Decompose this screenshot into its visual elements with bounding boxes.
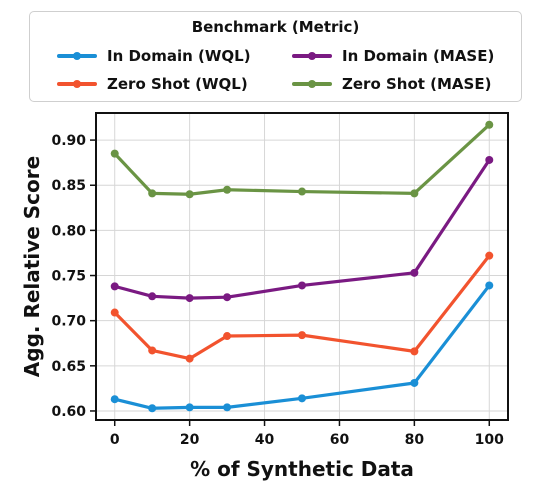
legend-marker (308, 52, 316, 60)
legend-swatch (292, 45, 332, 67)
series-in-domain-mase (110, 155, 494, 303)
data-point (485, 251, 494, 260)
plot-area (95, 112, 509, 421)
legend-item-zero-shot-mase: Zero Shot (MASE) (292, 73, 491, 95)
data-point (485, 281, 494, 290)
legend: Benchmark (Metric) In Domain (WQL) In Do… (29, 11, 522, 102)
legend-label: Zero Shot (WQL) (107, 75, 248, 93)
x-tick-label: 0 (110, 432, 120, 448)
x-tick-label: 100 (475, 432, 504, 448)
y-axis-ticks: 0.60 0.65 0.70 0.75 0.80 0.85 0.90 (51, 133, 96, 420)
y-tick-label: 0.80 (51, 223, 86, 239)
legend-title: Benchmark (Metric) (191, 18, 360, 36)
data-point (223, 185, 232, 194)
y-axis-label: Agg. Relative Score (20, 156, 44, 377)
data-point (110, 308, 119, 317)
data-point (148, 189, 157, 198)
data-point (298, 331, 306, 340)
legend-label: In Domain (MASE) (342, 47, 495, 65)
y-tick-label: 0.70 (51, 314, 86, 330)
data-point (148, 292, 157, 301)
y-tick-label: 0.75 (51, 269, 86, 285)
series-zero-shot-wql (110, 251, 494, 363)
data-point (148, 404, 157, 413)
y-tick-label: 0.60 (51, 404, 86, 420)
legend-swatch (57, 45, 97, 67)
legend-item-in-domain-wql: In Domain (WQL) (57, 45, 251, 67)
y-tick-label: 0.90 (51, 133, 86, 149)
data-point (185, 190, 194, 199)
x-tick-label: 40 (255, 432, 275, 448)
legend-marker (73, 80, 81, 88)
x-axis-ticks: 0 20 40 60 80 100 (110, 420, 504, 448)
data-point (485, 155, 494, 164)
data-point (298, 394, 306, 403)
data-point (110, 282, 119, 291)
legend-swatch (57, 73, 97, 95)
data-point (298, 281, 306, 290)
legend-item-zero-shot-wql: Zero Shot (WQL) (57, 73, 248, 95)
legend-label: In Domain (WQL) (107, 47, 251, 65)
data-point (410, 189, 419, 198)
data-point (223, 293, 232, 302)
data-point (148, 346, 157, 355)
grid-lines (96, 113, 508, 420)
legend-label: Zero Shot (MASE) (342, 75, 492, 93)
series-in-domain-wql (110, 281, 494, 413)
data-point (110, 149, 119, 158)
series-line (113, 158, 491, 300)
x-tick-label: 60 (330, 432, 350, 448)
legend-swatch (292, 73, 332, 95)
data-point (185, 354, 194, 363)
legend-marker (308, 80, 316, 88)
data-point (223, 332, 232, 341)
data-point (298, 187, 306, 196)
series-line (113, 123, 491, 196)
x-tick-label: 20 (180, 432, 200, 448)
y-tick-label: 0.85 (51, 178, 86, 194)
legend-item-in-domain-mase: In Domain (MASE) (292, 45, 494, 67)
series-line (113, 283, 491, 410)
data-point (185, 294, 194, 303)
data-point (223, 403, 232, 412)
y-tick-label: 0.65 (51, 359, 86, 375)
series-lines (110, 120, 494, 413)
data-point (485, 120, 494, 129)
data-point (185, 403, 194, 412)
series-line (113, 254, 491, 361)
data-point (110, 395, 119, 404)
series-zero-shot-mase (110, 120, 494, 199)
legend-marker (73, 52, 81, 60)
data-point (410, 268, 419, 277)
x-tick-label: 80 (405, 432, 425, 448)
x-axis-label: % of Synthetic Data (190, 457, 414, 481)
data-point (410, 378, 419, 387)
data-point (410, 347, 419, 356)
